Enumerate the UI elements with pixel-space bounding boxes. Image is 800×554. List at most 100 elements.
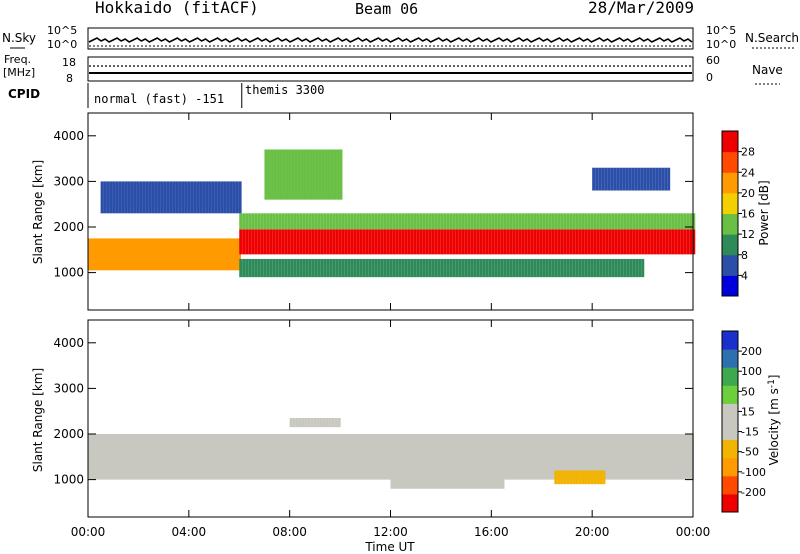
- range-time-cell: [290, 258, 294, 278]
- range-time-cell: [389, 229, 393, 255]
- range-time-cell: [374, 258, 378, 278]
- range-time-cell: [299, 213, 303, 230]
- range-time-cell: [412, 434, 415, 480]
- range-time-cell: [124, 181, 128, 214]
- range-time-cell: [268, 434, 271, 480]
- range-time-cell: [622, 167, 626, 191]
- range-time-cell: [232, 181, 236, 214]
- range-time-cell: [263, 258, 267, 278]
- range-time-cell: [566, 258, 570, 278]
- range-time-cell: [109, 181, 113, 214]
- range-time-cell: [500, 258, 504, 278]
- nsearch-tick-top: 10^5: [706, 24, 736, 37]
- range-time-cell: [341, 258, 345, 278]
- range-time-cell: [284, 213, 288, 230]
- freq-label: Freq.: [4, 53, 31, 66]
- range-time-cell: [638, 229, 642, 255]
- range-time-cell: [635, 258, 639, 278]
- range-time-cell: [602, 470, 606, 485]
- range-time-cell: [598, 167, 602, 191]
- range-time-cell: [456, 470, 460, 489]
- range-time-cell: [422, 213, 426, 230]
- range-time-cell: [284, 229, 288, 255]
- range-time-cell: [380, 229, 384, 255]
- range-time-cell: [281, 229, 285, 255]
- range-time-cell: [211, 434, 214, 480]
- range-time-cell: [512, 229, 516, 255]
- range-time-cell: [446, 229, 450, 255]
- range-time-cell: [88, 434, 91, 480]
- range-time-cell: [301, 434, 304, 480]
- range-time-cell: [220, 238, 223, 271]
- range-time-cell: [539, 229, 543, 255]
- range-time-cell: [127, 181, 131, 214]
- range-time-cell: [441, 470, 445, 489]
- range-time-cell: [344, 229, 348, 255]
- range-time-cell: [208, 238, 211, 271]
- range-time-cell: [277, 434, 280, 480]
- colorbar-swatch: [722, 275, 738, 297]
- range-time-cell: [418, 434, 421, 480]
- range-time-cell: [435, 470, 439, 489]
- range-time-cell: [292, 434, 295, 480]
- range-time-cell: [238, 181, 242, 214]
- range-time-cell: [118, 434, 121, 480]
- range-time-cell: [257, 229, 261, 255]
- range-time-cell: [560, 213, 564, 230]
- range-time-cell: [616, 434, 619, 480]
- range-time-cell: [530, 258, 534, 278]
- range-time-cell: [124, 434, 127, 480]
- range-time-cell: [544, 434, 547, 480]
- range-time-cell: [685, 434, 688, 480]
- range-time-cell: [420, 470, 424, 489]
- range-time-cell: [596, 213, 600, 230]
- range-time-cell: [434, 229, 438, 255]
- range-time-cell: [664, 167, 668, 191]
- y-tick-label: 3000: [53, 381, 84, 395]
- nsky-tick-bottom: 10^0: [47, 38, 77, 51]
- range-time-cell: [356, 229, 360, 255]
- range-time-cell: [527, 258, 531, 278]
- range-time-cell: [610, 167, 614, 191]
- range-time-cell: [157, 238, 160, 271]
- range-time-cell: [641, 258, 645, 278]
- range-time-cell: [423, 470, 427, 489]
- range-time-cell: [142, 238, 145, 271]
- range-time-cell: [638, 258, 642, 278]
- range-time-cell: [287, 229, 291, 255]
- range-time-cell: [112, 238, 115, 271]
- range-time-cell: [211, 181, 215, 214]
- range-time-cell: [623, 229, 627, 255]
- range-time-cell: [553, 434, 556, 480]
- range-time-cell: [239, 229, 243, 255]
- range-time-cell: [272, 229, 276, 255]
- range-time-cell: [617, 213, 621, 230]
- range-time-cell: [518, 213, 522, 230]
- range-time-cell: [266, 229, 270, 255]
- power-y-ticks: 4000 3000 2000 1000: [53, 129, 693, 280]
- range-time-cell: [581, 470, 585, 485]
- range-time-cell: [455, 213, 459, 230]
- range-time-cell: [154, 238, 157, 271]
- range-time-cell: [554, 229, 558, 255]
- range-time-cell: [631, 167, 635, 191]
- range-time-cell: [458, 213, 462, 230]
- range-time-cell: [328, 418, 332, 428]
- range-time-cell: [590, 258, 594, 278]
- range-time-cell: [428, 229, 432, 255]
- range-time-cell: [374, 213, 378, 230]
- range-time-cell: [577, 434, 580, 480]
- range-time-cell: [315, 149, 319, 200]
- range-time-cell: [512, 258, 516, 278]
- range-time-cell: [640, 167, 644, 191]
- range-time-cell: [410, 258, 414, 278]
- range-time-cell: [365, 213, 369, 230]
- range-time-cell: [361, 434, 364, 480]
- cpid-segment-themis: themis 3300: [245, 83, 324, 97]
- range-time-cell: [379, 434, 382, 480]
- range-time-cell: [587, 229, 591, 255]
- range-time-cell: [665, 213, 669, 230]
- range-time-cell: [332, 229, 336, 255]
- range-time-cell: [599, 258, 603, 278]
- range-time-cell: [439, 434, 442, 480]
